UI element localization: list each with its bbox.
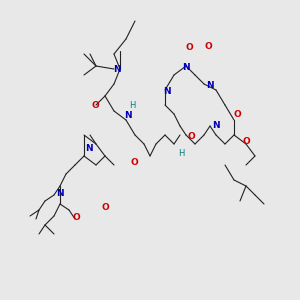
Text: O: O bbox=[130, 158, 138, 167]
Text: O: O bbox=[205, 42, 212, 51]
Text: O: O bbox=[92, 101, 99, 110]
Text: N: N bbox=[182, 63, 190, 72]
Text: N: N bbox=[163, 87, 170, 96]
Text: N: N bbox=[206, 81, 214, 90]
Text: O: O bbox=[242, 136, 250, 146]
Text: O: O bbox=[73, 213, 80, 222]
Text: N: N bbox=[124, 111, 131, 120]
Text: H: H bbox=[129, 100, 135, 109]
Text: O: O bbox=[101, 203, 109, 212]
Text: O: O bbox=[188, 132, 195, 141]
Text: O: O bbox=[185, 44, 193, 52]
Text: N: N bbox=[56, 189, 64, 198]
Text: N: N bbox=[85, 144, 92, 153]
Text: N: N bbox=[212, 122, 220, 130]
Text: H: H bbox=[178, 148, 185, 158]
Text: O: O bbox=[233, 110, 241, 119]
Text: N: N bbox=[113, 64, 121, 74]
